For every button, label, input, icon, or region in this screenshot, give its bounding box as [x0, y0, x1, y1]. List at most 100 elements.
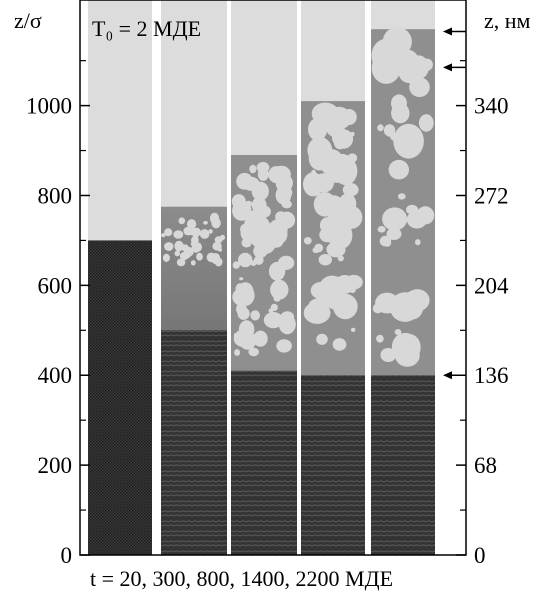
bubble	[249, 164, 257, 174]
bubble	[236, 172, 254, 190]
arrow-head	[443, 63, 452, 72]
bubble	[397, 193, 406, 200]
bubble	[386, 227, 402, 240]
bubble	[281, 200, 292, 209]
bubble	[268, 261, 286, 281]
crystal-region	[161, 330, 227, 555]
left-tick-label: 0	[61, 543, 73, 568]
bubble	[396, 173, 403, 180]
bubble	[233, 201, 252, 218]
bubble	[377, 124, 384, 132]
bubble	[303, 237, 312, 245]
bubble	[276, 339, 292, 353]
panel-t-300	[161, 0, 227, 555]
bubble	[409, 77, 430, 97]
bubble	[250, 260, 257, 266]
bubble	[164, 228, 173, 237]
bubble	[239, 277, 244, 281]
bubble	[398, 334, 421, 361]
bubble	[268, 308, 274, 314]
bubble	[314, 243, 324, 253]
bubble	[237, 282, 254, 300]
bubble	[415, 239, 421, 246]
right-tick-label: 340	[474, 94, 509, 119]
bubble	[208, 229, 213, 234]
bubble	[332, 338, 347, 351]
bubble	[303, 172, 324, 197]
bubble	[276, 185, 293, 200]
bubble	[232, 261, 240, 269]
bubble	[319, 227, 336, 243]
bubble	[176, 258, 186, 267]
bubble	[253, 244, 268, 258]
bubble	[189, 228, 198, 236]
bubble	[164, 242, 174, 251]
bubble	[406, 210, 427, 229]
bubble	[270, 279, 289, 300]
bubble	[380, 348, 397, 362]
left-axis-title: z/σ	[14, 8, 42, 33]
bubble	[248, 347, 259, 357]
bubble	[271, 165, 291, 184]
panel-t-20	[88, 0, 152, 555]
bubble	[371, 38, 404, 73]
bubble	[388, 159, 409, 180]
bubble	[186, 219, 197, 230]
left-tick-label: 600	[38, 273, 73, 298]
bubble	[376, 334, 384, 343]
bubble	[251, 197, 267, 214]
crystal-region	[301, 375, 365, 555]
bubble	[236, 302, 247, 316]
arrow-head	[443, 27, 452, 36]
bubble	[192, 242, 202, 253]
bubble	[389, 292, 421, 322]
bubble	[308, 117, 328, 141]
bubble	[237, 335, 250, 346]
bubble	[183, 247, 193, 257]
bubble	[337, 255, 344, 262]
bubble	[350, 131, 355, 137]
bubble	[344, 274, 363, 290]
bubble	[336, 170, 344, 177]
bubble	[350, 327, 356, 332]
bubble	[257, 167, 269, 181]
bubble	[238, 252, 253, 268]
left-tick-label: 800	[38, 183, 73, 208]
bubble	[303, 301, 331, 324]
right-tick-label: 0	[474, 543, 486, 568]
bubble	[391, 94, 407, 113]
left-tick-label: 1000	[26, 94, 72, 119]
panel-group	[88, 0, 435, 556]
panel-t-2200	[371, 0, 435, 556]
bubble	[178, 217, 186, 225]
bubble	[173, 230, 184, 239]
crystal-region	[371, 375, 435, 555]
bubble	[342, 183, 359, 197]
panel-t-1400	[301, 0, 365, 556]
right-tick-label: 68	[474, 453, 497, 478]
bubble	[268, 234, 284, 248]
bubble	[393, 123, 424, 159]
bubble	[174, 250, 181, 257]
bubble	[196, 252, 203, 261]
bubble	[263, 312, 283, 329]
bubble	[326, 241, 346, 258]
bubble	[316, 333, 328, 345]
bubble	[219, 234, 226, 241]
bubble	[340, 205, 363, 229]
bubble	[372, 303, 383, 314]
right-tick-label: 204	[474, 273, 509, 298]
bubble	[394, 329, 402, 336]
bubble	[383, 124, 396, 137]
bubble	[406, 204, 419, 215]
bubble	[407, 216, 414, 222]
time-label: t = 20, 300, 800, 1400, 2200 МДЕ	[90, 566, 393, 591]
bubble	[233, 332, 239, 338]
bubble	[331, 128, 347, 146]
right-tick-label: 272	[474, 183, 509, 208]
bubble	[240, 223, 261, 243]
left-tick-label: 400	[38, 363, 73, 388]
bubble	[199, 229, 210, 239]
bubble	[377, 226, 386, 233]
